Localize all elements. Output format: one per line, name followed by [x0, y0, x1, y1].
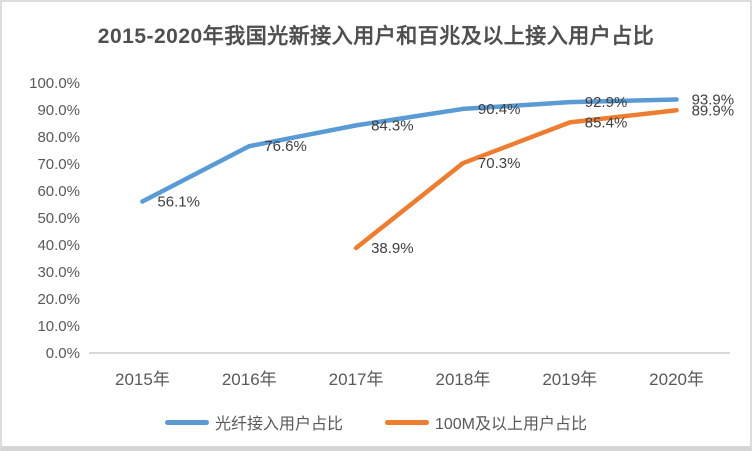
data-label: 76.6% — [264, 138, 307, 155]
x-axis-label: 2020年 — [649, 370, 704, 389]
data-label: 93.9% — [692, 91, 735, 108]
chart-title: 2015-2020年我国光新接入用户和百兆及以上接入用户占比 — [97, 25, 655, 48]
y-tick-label: 90.0% — [37, 102, 80, 119]
series-line-0 — [140, 97, 679, 204]
data-label: 85.4% — [585, 114, 628, 131]
legend-label-100m: 100M及以上用户占比 — [434, 416, 588, 433]
y-tick-label: 50.0% — [37, 210, 80, 227]
y-tick-label: 40.0% — [37, 237, 80, 254]
data-label: 84.3% — [371, 117, 414, 134]
x-axis-label: 2017年 — [329, 370, 384, 389]
x-axis-label: 2015年 — [115, 370, 170, 389]
legend-label-fiber: 光纤接入用户占比 — [214, 416, 343, 433]
legend-item-100m: 100M及以上用户占比 — [384, 410, 588, 434]
chart-plot-area: 0.0% 10.0% 20.0% 30.0% 40.0% 50.0% 60.0% 70.0% 8… — [29, 75, 735, 389]
legend-item-fiber: 光纤接入用户占比 — [164, 410, 343, 434]
data-label: 90.4% — [478, 101, 521, 118]
y-tick-label: 20.0% — [37, 291, 80, 308]
legend-swatch-fiber — [164, 419, 209, 425]
data-label: 92.9% — [585, 94, 628, 111]
data-label: 38.9% — [371, 240, 414, 257]
chart-legend: 光纤接入用户占比 100M及以上用户占比 — [2, 406, 750, 438]
y-tick-label: 100.0% — [29, 75, 80, 92]
data-label: 56.1% — [157, 194, 200, 211]
data-label: 70.3% — [478, 155, 521, 172]
y-tick-label: 60.0% — [37, 183, 80, 200]
x-axis-label: 2019年 — [542, 370, 597, 389]
data-label: 89.9% — [692, 102, 735, 119]
y-tick-label: 70.0% — [37, 156, 80, 173]
y-tick-label: 30.0% — [37, 264, 80, 281]
x-axis-label: 2018年 — [436, 370, 491, 389]
y-tick-label: 10.0% — [37, 318, 80, 335]
y-tick-label: 80.0% — [37, 129, 80, 146]
y-tick-label: 0.0% — [46, 345, 80, 362]
x-axis-label: 2016年 — [222, 370, 277, 389]
legend-swatch-100m — [384, 419, 429, 425]
series-line-1 — [353, 108, 679, 251]
